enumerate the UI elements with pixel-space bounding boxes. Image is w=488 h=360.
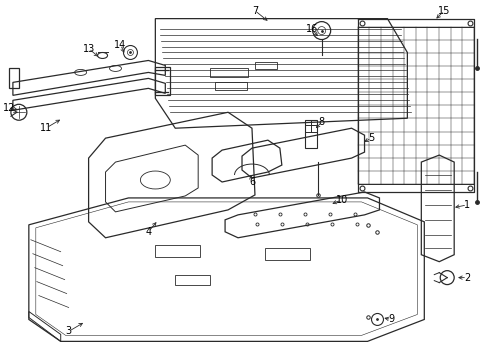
Text: 3: 3 xyxy=(65,327,72,336)
Bar xyxy=(175,275,210,285)
Bar xyxy=(254,62,276,69)
Text: 15: 15 xyxy=(437,6,449,15)
Text: 2: 2 xyxy=(463,273,469,283)
Bar xyxy=(155,245,200,257)
Text: 6: 6 xyxy=(248,177,255,187)
Text: 7: 7 xyxy=(251,6,258,15)
Text: 14: 14 xyxy=(114,40,126,50)
Text: 8: 8 xyxy=(318,117,324,127)
Bar xyxy=(9,68,19,88)
Text: 9: 9 xyxy=(387,314,394,324)
Bar xyxy=(215,82,246,90)
Text: 11: 11 xyxy=(40,123,52,133)
Text: 1: 1 xyxy=(463,200,469,210)
Text: 16: 16 xyxy=(305,24,317,33)
Text: 10: 10 xyxy=(335,195,347,205)
Text: 4: 4 xyxy=(145,227,151,237)
Text: 12: 12 xyxy=(3,103,15,113)
Text: 13: 13 xyxy=(82,44,95,54)
Bar xyxy=(264,248,309,260)
Bar xyxy=(155,67,170,95)
Bar xyxy=(210,68,247,77)
Bar xyxy=(304,120,316,148)
Text: 5: 5 xyxy=(367,133,374,143)
